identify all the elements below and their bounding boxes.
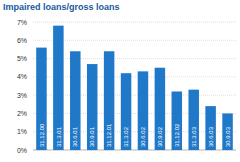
x-tick-label: 31.12.02	[174, 123, 180, 147]
chart-container: Impaired loans/gross loans 0% 1% 2% 3% 4% 5% 6%…	[0, 0, 240, 162]
y-tick-label: 6%	[17, 37, 27, 44]
x-tick-label: 30.9.01	[89, 126, 95, 147]
bar	[36, 48, 46, 150]
x-tick-label: 30.9.02	[157, 126, 163, 147]
bar	[53, 26, 63, 150]
y-tick-label: 7%	[17, 19, 27, 26]
x-tick-label: 30.6.02	[140, 126, 146, 147]
chart-svg: Impaired loans/gross loans 0% 1% 2% 3% 4% 5% 6%…	[0, 0, 240, 162]
y-tick-label: 1%	[17, 128, 27, 135]
x-tick-label: 31.3.03	[191, 126, 197, 147]
bar	[205, 106, 215, 150]
x-tick-label: 30.6.01	[72, 126, 78, 147]
y-tick-label: 2%	[17, 110, 27, 117]
x-tick-label: 31.3.02	[123, 126, 129, 147]
bars	[36, 26, 233, 150]
bar	[104, 51, 114, 150]
bar	[155, 68, 165, 150]
grid-line	[33, 22, 236, 23]
bar	[121, 73, 131, 150]
y-tick-label: 4%	[17, 73, 27, 80]
bar	[70, 51, 80, 150]
x-tick-label: 31.12.01	[106, 123, 112, 147]
x-tick-label: 31.12.00	[39, 123, 45, 147]
bar	[138, 71, 148, 150]
y-tick-label: 3%	[17, 92, 27, 99]
bar	[222, 113, 232, 150]
x-tick-label: 31.3.01	[56, 126, 62, 147]
x-tick-label: 30.9.03	[225, 126, 231, 147]
bar	[188, 90, 198, 150]
x-tick-label: 30.6.03	[208, 126, 214, 147]
bar	[172, 91, 182, 150]
bar	[87, 64, 97, 150]
y-tick-label: 5%	[17, 55, 27, 62]
y-tick-label: 0%	[17, 147, 27, 154]
title: Impaired loans/gross loans	[3, 2, 120, 12]
